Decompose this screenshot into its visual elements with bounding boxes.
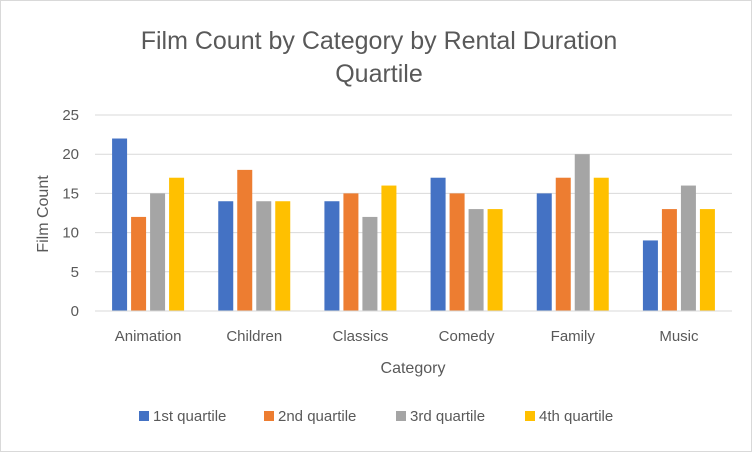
legend-label: 2nd quartile	[278, 408, 356, 425]
y-tick-label: 25	[62, 107, 79, 124]
x-tick-label: Animation	[115, 328, 182, 345]
axes: 0 5 10 15 20 25 Animation Children Classics Comed…	[62, 107, 732, 345]
x-tick-label: Children	[226, 328, 282, 345]
bar	[131, 216, 147, 311]
bar	[112, 138, 128, 311]
bar	[275, 201, 291, 311]
bar	[381, 185, 397, 311]
legend-label: 1st quartile	[153, 408, 226, 425]
bar	[593, 177, 609, 311]
legend: 1st quartile 2nd quartile 3rd quartile 4th …	[139, 408, 613, 425]
bar	[699, 209, 715, 311]
legend-swatch	[525, 411, 535, 421]
bar	[150, 193, 166, 311]
y-tick-label: 5	[71, 264, 79, 281]
y-tick-label: 15	[62, 185, 79, 202]
bar	[661, 209, 677, 311]
bar	[430, 177, 446, 311]
legend-swatch	[139, 411, 149, 421]
bar	[642, 240, 658, 311]
x-tick-label: Family	[551, 328, 596, 345]
bar	[487, 209, 503, 311]
bar	[536, 193, 552, 311]
legend-label: 4th quartile	[539, 408, 613, 425]
y-tick-label: 20	[62, 146, 79, 163]
bar	[362, 216, 378, 311]
gridlines	[95, 114, 732, 273]
chart-title-line-2: Quartile	[335, 60, 423, 88]
bar	[256, 201, 272, 311]
bar	[324, 201, 340, 311]
x-tick-label: Classics	[332, 328, 388, 345]
chart-title: Film Count by Category by Rental Duratio…	[141, 27, 618, 88]
legend-label: 3rd quartile	[410, 408, 485, 425]
bar	[237, 169, 253, 311]
chart-title-line-1: Film Count by Category by Rental Duratio…	[141, 27, 618, 55]
y-tick-label: 0	[71, 303, 79, 320]
y-tick-label: 10	[62, 225, 79, 242]
bars	[112, 138, 715, 311]
x-tick-label: Comedy	[439, 328, 495, 345]
bar	[218, 201, 234, 311]
bar	[555, 177, 571, 311]
bar	[449, 193, 465, 311]
legend-swatch	[396, 411, 406, 421]
bar	[680, 185, 696, 311]
legend-swatch	[264, 411, 274, 421]
y-axis-title: Film Count	[35, 175, 52, 253]
bar	[169, 177, 185, 311]
bar	[468, 209, 484, 311]
x-axis-title: Category	[381, 360, 446, 377]
bar	[574, 154, 590, 311]
bar	[343, 193, 359, 311]
x-tick-label: Music	[659, 328, 699, 345]
